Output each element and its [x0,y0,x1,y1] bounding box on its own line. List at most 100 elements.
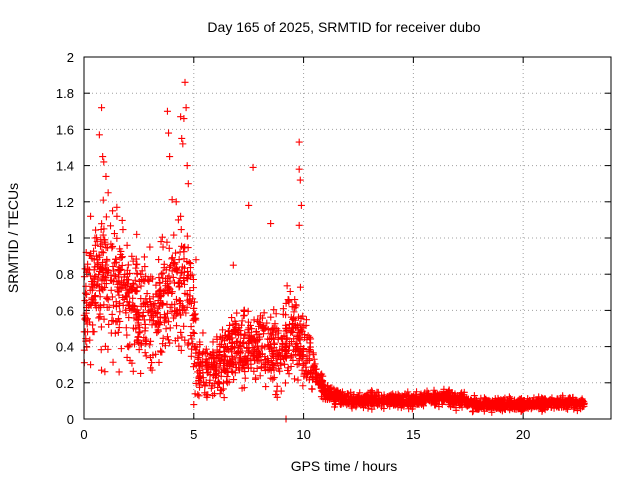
data-point [168,288,176,296]
data-point [268,326,276,334]
data-point [113,212,121,220]
data-point [251,375,259,383]
data-point [311,368,319,376]
data-point [309,349,317,357]
data-point [483,401,491,409]
data-point [138,267,146,275]
data-point [533,401,541,409]
data-point [146,298,154,306]
data-point [252,327,260,335]
data-point [141,349,149,357]
data-point [241,374,249,382]
data-point [431,394,439,402]
data-point [217,372,225,380]
data-point [274,333,282,341]
data-point [95,267,103,275]
data-point [332,388,340,396]
data-point [155,290,163,298]
data-point [470,392,478,400]
data-point [552,401,560,409]
data-point [141,327,149,335]
data-point [184,180,192,188]
data-point [569,396,577,404]
data-point [174,334,182,342]
data-point [97,346,105,354]
data-point [331,403,339,411]
data-point [128,252,136,260]
data-point [99,231,107,239]
x-tick-label: 10 [296,427,310,442]
data-point [459,398,467,406]
data-point [579,403,587,411]
data-point [99,196,107,204]
data-point [86,266,94,274]
data-point [132,264,140,272]
data-point [245,339,253,347]
data-point [226,321,234,329]
data-point [161,342,169,350]
data-point [301,331,309,339]
data-point [209,363,217,371]
data-point [203,393,211,401]
data-point [228,329,236,337]
data-point [156,278,164,286]
data-point [263,359,271,367]
data-point [244,307,252,315]
data-point [291,347,299,355]
data-point [188,345,196,353]
data-point [194,353,202,361]
data-point [184,275,192,283]
data-point [419,396,427,404]
data-point [154,304,162,312]
data-point [105,303,113,311]
data-point [196,373,204,381]
data-point [249,334,257,342]
data-point [109,317,117,325]
data-point [303,374,311,382]
data-point [522,402,530,410]
data-point [321,385,329,393]
data-point [286,340,294,348]
data-point [223,373,231,381]
data-point [199,350,207,358]
data-point [488,408,496,416]
data-point [235,342,243,350]
data-point [291,296,299,304]
data-point [189,328,197,336]
data-point [285,324,293,332]
data-point [177,226,185,234]
data-point [87,212,95,220]
data-point [175,256,183,264]
data-point [99,249,107,257]
data-point [297,327,305,335]
data-point [287,313,295,321]
data-point [244,318,252,326]
data-point [293,343,301,351]
data-point [219,379,227,387]
y-tick-label: 0.4 [56,340,74,355]
data-point [280,354,288,362]
data-point [164,283,172,291]
data-point [82,337,90,345]
data-point [519,397,527,405]
data-point [266,335,274,343]
data-point [300,360,308,368]
data-point [244,347,252,355]
data-point [452,398,460,406]
data-point [118,253,126,261]
data-point [137,341,145,349]
data-point [196,366,204,374]
data-point [217,359,225,367]
data-point [195,383,203,391]
data-point [165,284,173,292]
data-point [154,327,162,335]
data-point [464,401,472,409]
data-point [565,401,573,409]
data-point [122,324,130,332]
data-point [146,354,154,362]
data-point [297,314,305,322]
data-point [347,388,355,396]
data-point [287,327,295,335]
data-point [550,404,558,412]
